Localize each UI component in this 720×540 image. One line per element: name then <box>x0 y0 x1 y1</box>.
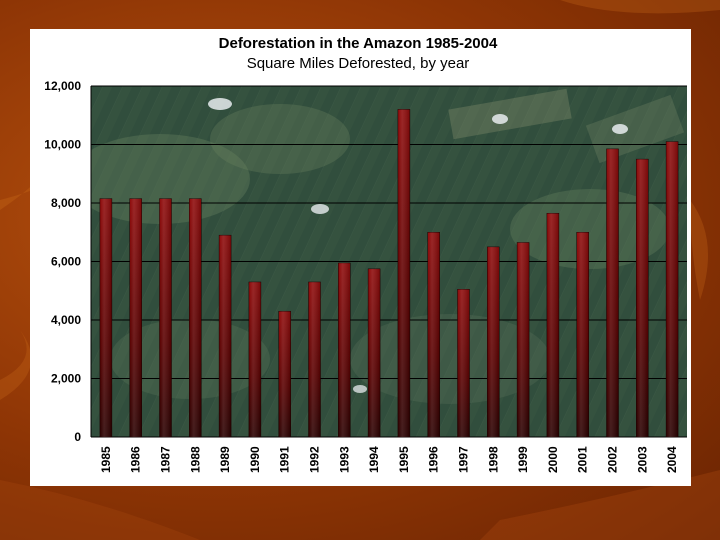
x-tick-label-1990: 1990 <box>248 446 262 473</box>
bar-shading <box>397 109 410 438</box>
bar-shading <box>427 232 440 437</box>
bar-shading <box>457 289 470 437</box>
chart-panel: Deforestation in the Amazon 1985-2004 Sq… <box>30 29 691 486</box>
plot-area <box>90 85 687 438</box>
x-axis-tick-labels: 1985 1986 1987 1988 1989 1990 1991 1992 1993 1994… <box>99 446 679 473</box>
bar-chart: Deforestation in the Amazon 1985-2004 Sq… <box>44 35 687 473</box>
y-tick-label: 8,000 <box>51 196 81 210</box>
x-tick-label-1996: 1996 <box>427 446 441 473</box>
bars <box>99 109 679 438</box>
bar-shading <box>308 281 321 437</box>
bar-shading <box>248 281 261 437</box>
x-tick-label-2002: 2002 <box>606 446 620 473</box>
x-tick-label-1988: 1988 <box>188 446 202 473</box>
x-tick-label-2001: 2001 <box>576 446 590 473</box>
x-tick-label-1994: 1994 <box>367 446 381 473</box>
bar-shading <box>189 198 202 437</box>
y-tick-label: 4,000 <box>51 313 81 327</box>
bar-shading <box>517 242 530 437</box>
x-tick-label-1993: 1993 <box>337 446 351 473</box>
bar-shading <box>368 268 381 437</box>
x-tick-label-1991: 1991 <box>278 446 292 473</box>
y-tick-label: 12,000 <box>44 79 81 93</box>
x-tick-label-1998: 1998 <box>486 446 500 473</box>
bar-shading <box>576 232 589 437</box>
x-tick-label-2000: 2000 <box>546 446 560 473</box>
bar-shading <box>129 198 142 437</box>
bar-shading <box>338 262 351 437</box>
chart-title: Deforestation in the Amazon 1985-2004 <box>219 35 498 52</box>
x-tick-label-1995: 1995 <box>397 446 411 473</box>
x-tick-label-1989: 1989 <box>218 446 232 473</box>
y-tick-label: 2,000 <box>51 372 81 386</box>
y-tick-label: 0 <box>74 430 81 444</box>
x-tick-label-1997: 1997 <box>457 446 471 473</box>
bar-shading <box>99 198 112 437</box>
x-tick-label-1985: 1985 <box>99 446 113 473</box>
x-tick-label-1986: 1986 <box>129 446 143 473</box>
bar-shading <box>487 246 500 437</box>
x-tick-label-2003: 2003 <box>635 446 649 473</box>
y-tick-label: 10,000 <box>44 138 81 152</box>
x-tick-label-2004: 2004 <box>665 446 679 473</box>
bar-shading <box>666 141 679 437</box>
chart-subtitle: Square Miles Deforested, by year <box>247 55 470 72</box>
bar-shading <box>278 311 291 437</box>
x-tick-label-1987: 1987 <box>159 446 173 473</box>
x-tick-label-1999: 1999 <box>516 446 530 473</box>
bar-shading <box>546 213 559 437</box>
y-tick-label: 6,000 <box>51 255 81 269</box>
bar-shading <box>636 159 649 437</box>
x-tick-label-1992: 1992 <box>308 446 322 473</box>
y-axis-tick-labels: 0 2,000 4,000 6,000 8,000 10,000 12,000 <box>44 79 81 444</box>
bar-shading <box>159 198 172 437</box>
bar-shading <box>606 148 619 437</box>
bar-shading <box>219 235 232 437</box>
